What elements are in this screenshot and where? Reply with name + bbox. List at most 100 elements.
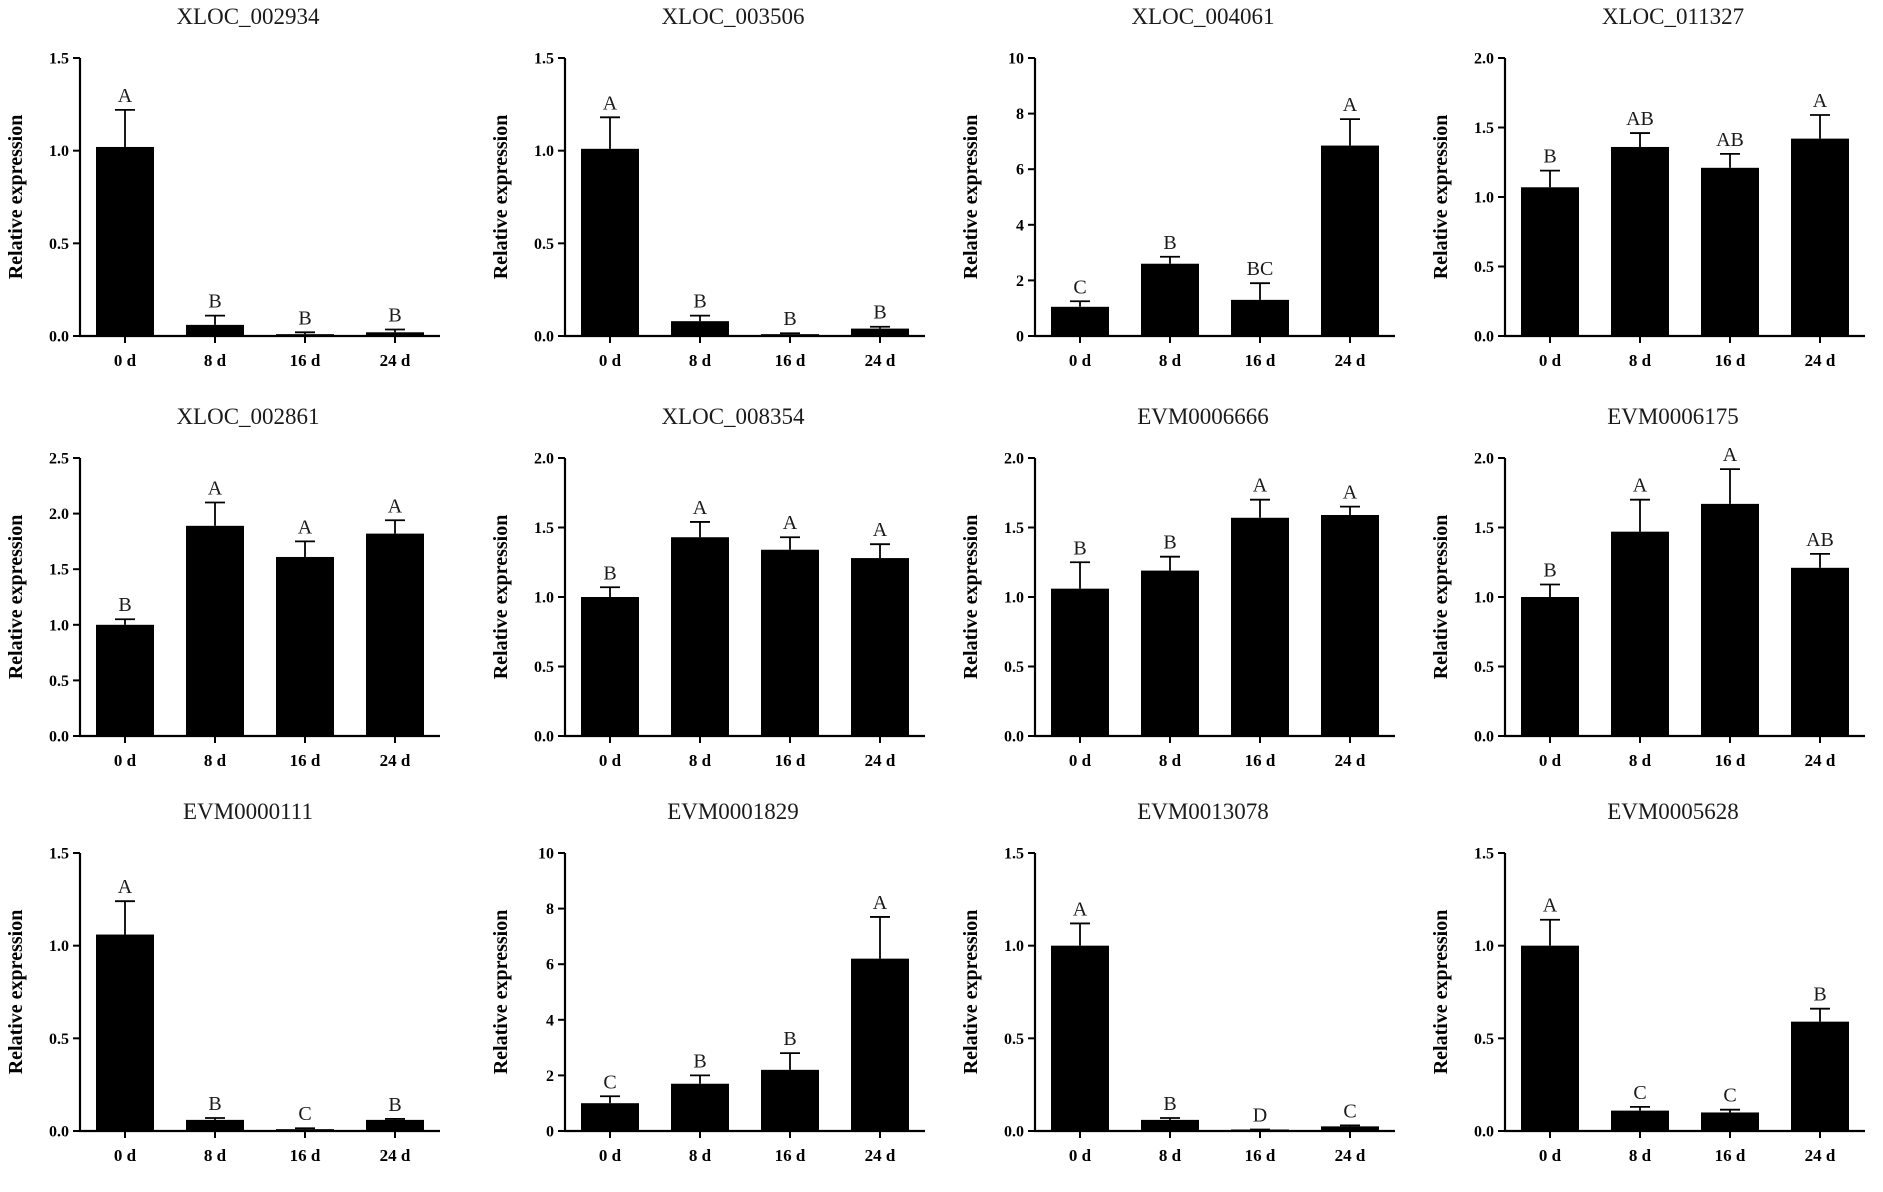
y-tick-label: 1.0 (534, 143, 554, 160)
chart-svg: XLOC_003506 Relative expression 0.0 0.5 1.0 1… (490, 4, 925, 370)
bar (761, 549, 819, 736)
significance-letter: AB (1626, 108, 1654, 130)
x-tick-label: 8 d (689, 751, 712, 770)
x-tick-label: 0 d (1539, 351, 1562, 370)
bar (1521, 597, 1579, 736)
significance-letter: B (388, 1094, 401, 1116)
x-tick-label: 0 d (1069, 1146, 1092, 1165)
bar (96, 934, 154, 1131)
x-tick-label: 24 d (380, 751, 411, 770)
bar (671, 321, 729, 336)
y-tick-label: 10 (1008, 51, 1024, 68)
y-tick-label: 0.5 (49, 1031, 69, 1048)
y-tick-label: 1.5 (1004, 520, 1024, 537)
chart-panel-1: XLOC_003506 Relative expression 0.0 0.5 1.0 1… (485, 0, 955, 397)
y-tick-label: 2.0 (534, 451, 554, 468)
y-tick-label: 2 (1016, 273, 1024, 290)
chart-svg: EVM0013078 Relative expression 0.0 0.5 1.0 1.… (960, 799, 1395, 1165)
y-tick-label: 0.0 (534, 329, 554, 346)
bar (581, 1103, 639, 1131)
y-tick-label: 2.0 (1004, 451, 1024, 468)
chart-panel-11: EVM0005628 Relative expression 0.0 0.5 1.0 1.… (1425, 795, 1883, 1192)
bar (1521, 187, 1579, 336)
bar (671, 537, 729, 736)
significance-letter: B (298, 307, 311, 329)
y-axis-label: Relative expression (1430, 515, 1452, 680)
y-tick-label: 8 (546, 901, 554, 918)
y-tick-label: 0.5 (49, 673, 69, 690)
y-tick-label: 1.0 (49, 143, 69, 160)
bar (1141, 1119, 1199, 1131)
chart-title: EVM0000111 (183, 799, 313, 824)
x-tick-label: 0 d (1539, 751, 1562, 770)
y-tick-label: 2.0 (49, 506, 69, 523)
bar (1141, 263, 1199, 336)
significance-letter: A (1343, 482, 1358, 504)
x-tick-label: 16 d (1245, 1146, 1276, 1165)
significance-letter: B (1543, 146, 1556, 168)
significance-letter: AB (1806, 529, 1834, 551)
x-tick-label: 24 d (1805, 351, 1836, 370)
chart-title: EVM0006175 (1607, 404, 1739, 429)
significance-letter: C (603, 1071, 616, 1093)
x-tick-label: 8 d (1629, 1146, 1652, 1165)
y-tick-label: 1.0 (49, 938, 69, 955)
y-tick-label: 0.5 (1004, 659, 1024, 676)
x-tick-label: 24 d (865, 351, 896, 370)
significance-letter: B (873, 302, 886, 324)
chart-svg: EVM0006175 Relative expression 0.0 0.5 1.0 1.… (1430, 404, 1865, 770)
bar (1321, 1126, 1379, 1131)
x-tick-label: 16 d (775, 751, 806, 770)
y-axis-label: Relative expression (960, 910, 982, 1075)
chart-svg: XLOC_002861 Relative expression 0.0 0.5 1.0 1… (5, 404, 440, 770)
bar (186, 1119, 244, 1131)
x-tick-label: 0 d (1539, 1146, 1562, 1165)
significance-letter: A (118, 876, 133, 898)
x-tick-label: 16 d (290, 1146, 321, 1165)
y-tick-label: 0.0 (1474, 729, 1494, 746)
y-tick-label: 0.0 (534, 729, 554, 746)
significance-letter: B (1813, 984, 1826, 1006)
x-tick-label: 24 d (1335, 1146, 1366, 1165)
chart-svg: XLOC_011327 Relative expression 0.0 0.5 1.0 1… (1430, 4, 1865, 370)
x-tick-label: 0 d (599, 1146, 622, 1165)
y-tick-label: 0.5 (1474, 1031, 1494, 1048)
y-axis-label: Relative expression (490, 910, 512, 1075)
bar (1521, 945, 1579, 1131)
x-tick-label: 24 d (1335, 751, 1366, 770)
chart-panel-0: XLOC_002934 Relative expression 0.0 0.5 1.0 1… (0, 0, 470, 397)
bar (1701, 1112, 1759, 1131)
y-tick-label: 1.0 (1004, 590, 1024, 607)
bar (851, 958, 909, 1131)
x-tick-label: 0 d (599, 751, 622, 770)
significance-letter: A (873, 519, 888, 541)
significance-letter: B (783, 1028, 796, 1050)
chart-title: EVM0006666 (1137, 404, 1269, 429)
y-tick-label: 6 (546, 957, 554, 974)
chart-title: EVM0013078 (1137, 799, 1269, 824)
significance-letter: A (1343, 94, 1358, 116)
bar (1231, 299, 1289, 336)
y-tick-label: 10 (538, 846, 554, 863)
x-tick-label: 0 d (599, 351, 622, 370)
chart-panel-4: XLOC_002861 Relative expression 0.0 0.5 1.0 1… (0, 400, 470, 797)
y-tick-label: 2 (546, 1068, 554, 1085)
y-tick-label: 8 (1016, 106, 1024, 123)
y-tick-label: 0.0 (49, 1124, 69, 1141)
bar (1321, 514, 1379, 736)
y-tick-label: 1.0 (534, 590, 554, 607)
x-tick-label: 24 d (865, 751, 896, 770)
significance-letter: A (1543, 895, 1558, 917)
x-tick-label: 16 d (1245, 751, 1276, 770)
y-axis-label: Relative expression (490, 515, 512, 680)
bar (1791, 1021, 1849, 1131)
bar (276, 1129, 334, 1131)
significance-letter: A (208, 477, 223, 499)
x-tick-label: 8 d (1629, 351, 1652, 370)
chart-title: XLOC_004061 (1131, 4, 1274, 29)
y-tick-label: 1.0 (49, 617, 69, 634)
x-tick-label: 16 d (1715, 751, 1746, 770)
bar (851, 558, 909, 736)
x-tick-label: 8 d (1159, 351, 1182, 370)
